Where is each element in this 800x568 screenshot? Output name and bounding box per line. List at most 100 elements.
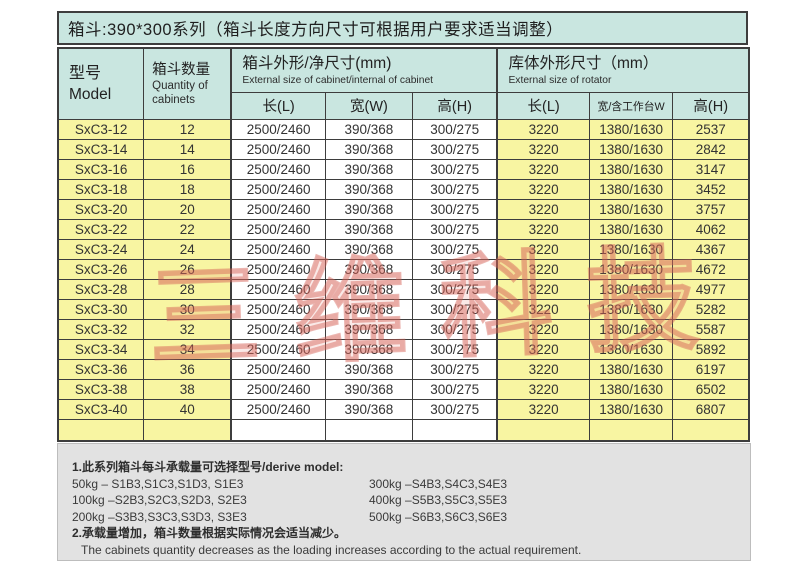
cell-rotator-length: 3220 (496, 138, 590, 160)
cell-cabinet-width: 390/368 (324, 138, 413, 160)
cell-cabinet-height: 300/275 (411, 398, 498, 420)
cell-rotator-height: 6197 (672, 358, 750, 380)
cell-quantity: 18 (143, 178, 232, 200)
page-title: 箱斗:390*300系列（箱斗长度方向尺寸可根据用户要求适当调整） (57, 11, 748, 45)
cell-model: SxC3-26 (57, 258, 145, 280)
cell-rotator-length: 3220 (496, 378, 590, 400)
cell-model: SxC3-40 (57, 398, 145, 420)
group-header-cabinet-size-en: External size of cabinet/internal of cab… (242, 75, 434, 86)
cell-rotator-width: 1380/1630 (588, 378, 674, 400)
cell-quantity: 32 (143, 318, 232, 340)
cell-rotator-length: 3220 (496, 298, 590, 320)
cell-cabinet-width: 390/368 (324, 238, 413, 260)
table-row: SxC3-30 30 2500/2460 390/368 300/275 3220 1380… (57, 298, 750, 320)
note-line: 500kg –S6B3,S6C3,S6E3 (369, 509, 508, 524)
cell-cabinet-width: 390/368 (324, 318, 413, 340)
group-header-rotator-size-en: External size of rotator (508, 75, 612, 86)
empty-cell-cabinet-length (230, 418, 326, 442)
cell-cabinet-height: 300/275 (411, 358, 498, 380)
cell-model: SxC3-14 (57, 138, 145, 160)
cell-quantity: 36 (143, 358, 232, 380)
spec-table: 型号 Model 箱斗数量 Quantity of cabinets 箱斗外形/… (57, 47, 750, 442)
cell-cabinet-length: 2500/2460 (230, 338, 326, 360)
subheader-cabinet-length: 长(L) (230, 91, 326, 120)
cell-rotator-height: 4062 (672, 218, 750, 240)
cell-cabinet-length: 2500/2460 (230, 318, 326, 340)
subheader-rotator-width: 宽/含工作台W (588, 91, 674, 120)
cell-quantity: 30 (143, 298, 232, 320)
note-line: 300kg –S4B3,S4C3,S4E3 (369, 476, 508, 491)
cell-rotator-length: 3220 (496, 178, 590, 200)
cell-cabinet-height: 300/275 (411, 378, 498, 400)
cell-model: SxC3-16 (57, 158, 145, 180)
cell-rotator-height: 6807 (672, 398, 750, 420)
cell-quantity: 12 (143, 118, 232, 140)
cell-rotator-width: 1380/1630 (588, 158, 674, 180)
cell-cabinet-height: 300/275 (411, 178, 498, 200)
group-header-rotator-size: 库体外形尺寸（mm） External size of rotator (496, 47, 750, 93)
col-header-model-cn: 型号 (69, 64, 102, 82)
header-row-groups: 型号 Model 箱斗数量 Quantity of cabinets 箱斗外形/… (57, 47, 750, 120)
subheader-rotator-length: 长(L) (496, 91, 590, 120)
group-header-cabinet-size-cn: 箱斗外形/净尺寸(mm) (242, 55, 392, 72)
cell-cabinet-width: 390/368 (324, 178, 413, 200)
cell-rotator-width: 1380/1630 (588, 278, 674, 300)
table-row: SxC3-14 14 2500/2460 390/368 300/275 3220 1380… (57, 138, 750, 160)
cell-cabinet-height: 300/275 (411, 238, 498, 260)
col-header-quantity: 箱斗数量 Quantity of cabinets (143, 47, 232, 120)
cell-cabinet-height: 300/275 (411, 158, 498, 180)
cell-model: SxC3-34 (57, 338, 145, 360)
group-header-rotator-size-cn: 库体外形尺寸（mm） (508, 55, 659, 72)
cell-rotator-height: 5587 (672, 318, 750, 340)
cell-cabinet-height: 300/275 (411, 118, 498, 140)
empty-cell-cabinet-height (411, 418, 498, 442)
note-line-2-en: The cabinets quantity decreases as the l… (81, 542, 582, 557)
cell-quantity: 40 (143, 398, 232, 420)
cell-rotator-height: 3147 (672, 158, 750, 180)
cell-model: SxC3-22 (57, 218, 145, 240)
cell-rotator-length: 3220 (496, 218, 590, 240)
col-header-quantity-en: Quantity of cabinets (152, 80, 208, 106)
cell-rotator-width: 1380/1630 (588, 218, 674, 240)
cell-rotator-length: 3220 (496, 318, 590, 340)
cell-cabinet-length: 2500/2460 (230, 118, 326, 140)
cell-cabinet-width: 390/368 (324, 218, 413, 240)
cell-rotator-width: 1380/1630 (588, 198, 674, 220)
notes-right: 300kg –S4B3,S4C3,S4E3 400kg –S5B3,S5C3,S5… (369, 476, 750, 526)
empty-cell-cabinet-width (324, 418, 413, 442)
cell-rotator-length: 3220 (496, 158, 590, 180)
cell-rotator-height: 3452 (672, 178, 750, 200)
cell-rotator-length: 3220 (496, 278, 590, 300)
cell-quantity: 16 (143, 158, 232, 180)
table-row: SxC3-38 38 2500/2460 390/368 300/275 3220 1380… (57, 378, 750, 400)
cell-cabinet-width: 390/368 (324, 358, 413, 380)
empty-cell-rotator-length (496, 418, 590, 442)
table-body: SxC3-12 12 2500/2460 390/368 300/275 3220 1380… (57, 118, 750, 442)
subheader-rotator-height: 高(H) (672, 91, 750, 120)
cell-cabinet-width: 390/368 (324, 298, 413, 320)
cell-quantity: 20 (143, 198, 232, 220)
col-header-model-en: Model (69, 85, 112, 103)
table-row: SxC3-12 12 2500/2460 390/368 300/275 3220 1380… (57, 118, 750, 140)
cell-rotator-width: 1380/1630 (588, 138, 674, 160)
cell-cabinet-height: 300/275 (411, 258, 498, 280)
note-line-1: 1.此系列箱斗每斗承载量可选择型号/derive model: (72, 460, 344, 474)
cell-quantity: 28 (143, 278, 232, 300)
cell-cabinet-length: 2500/2460 (230, 238, 326, 260)
notes-panel: 1.此系列箱斗每斗承载量可选择型号/derive model: 50kg – S… (57, 443, 751, 561)
header-row-sub: 长(L) 宽(W) 高(H) 长(L) 宽/含工作台W 高(H) (58, 91, 750, 120)
cell-rotator-width: 1380/1630 (588, 178, 674, 200)
cell-cabinet-length: 2500/2460 (230, 378, 326, 400)
cell-cabinet-height: 300/275 (411, 198, 498, 220)
cell-model: SxC3-32 (57, 318, 145, 340)
note-line-2-cn: 2.承载量增加，箱斗数量根据实际情况会适当减少。 (72, 526, 347, 540)
table-row: SxC3-22 22 2500/2460 390/368 300/275 3220 1380… (57, 218, 750, 240)
cell-rotator-width: 1380/1630 (588, 298, 674, 320)
table-row: SxC3-32 32 2500/2460 390/368 300/275 3220 1380… (57, 318, 750, 340)
cell-cabinet-length: 2500/2460 (230, 398, 326, 420)
notes-left: 50kg – S1B3,S1C3,S1D3, S1E3 100kg –S2B3,S… (72, 476, 369, 526)
cell-cabinet-height: 300/275 (411, 338, 498, 360)
cell-cabinet-height: 300/275 (411, 278, 498, 300)
cell-rotator-width: 1380/1630 (588, 398, 674, 420)
